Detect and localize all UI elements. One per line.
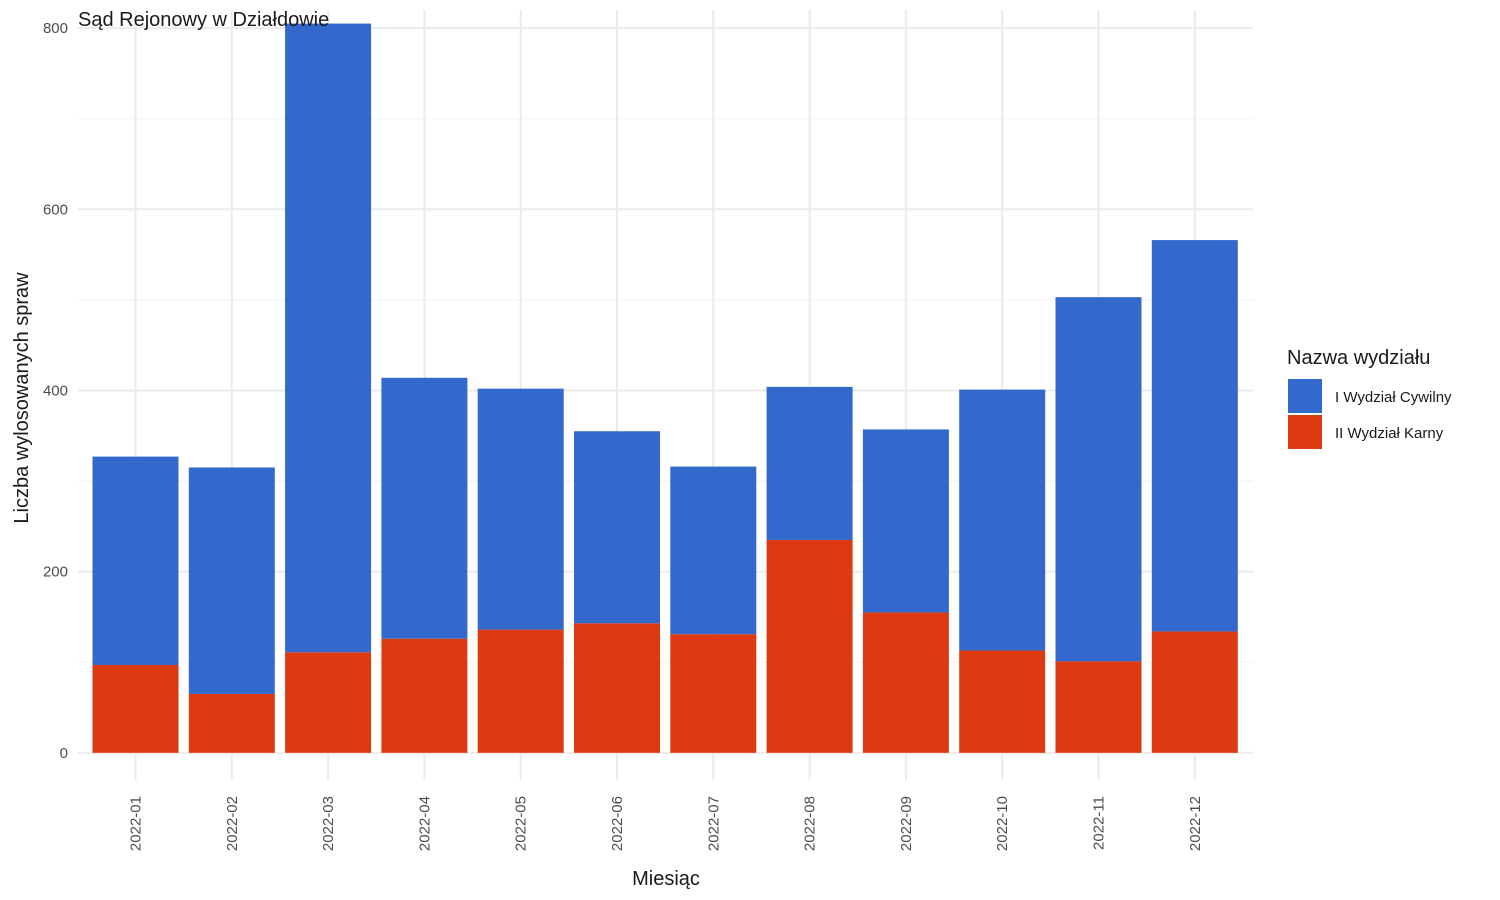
bar-2022-08-series-0 bbox=[766, 539, 853, 753]
bar-2022-10-series-1 bbox=[959, 389, 1046, 651]
bar-2022-04-series-1 bbox=[381, 377, 468, 639]
bars bbox=[92, 23, 1238, 753]
bar-2022-11-series-0 bbox=[1055, 661, 1142, 753]
bar-2022-11-series-1 bbox=[1055, 297, 1142, 662]
legend-swatch bbox=[1288, 415, 1322, 449]
bar-2022-05-series-0 bbox=[477, 629, 564, 753]
y-tick-label: 600 bbox=[43, 201, 68, 218]
bar-2022-07-series-0 bbox=[670, 634, 757, 753]
bar-2022-12-series-0 bbox=[1151, 631, 1238, 753]
x-tick-label: 2022-08 bbox=[802, 796, 819, 851]
bar-2022-02-series-1 bbox=[188, 467, 275, 694]
legend-label: II Wydział Karny bbox=[1335, 425, 1444, 442]
bar-2022-09-series-1 bbox=[862, 429, 949, 613]
bar-2022-03-series-1 bbox=[285, 23, 372, 653]
y-axis-title: Liczba wylosowanych spraw bbox=[11, 272, 33, 524]
bar-2022-01-series-1 bbox=[92, 456, 179, 665]
legend: Nazwa wydziału I Wydział Cywilny II Wydzi… bbox=[1287, 347, 1452, 449]
bar-2022-12-series-1 bbox=[1151, 240, 1238, 632]
x-axis: 2022-01 2022-02 2022-03 2022-04 2022-05 2022-… bbox=[128, 796, 1204, 851]
y-tick-label: 200 bbox=[43, 564, 68, 581]
y-tick-label: 800 bbox=[43, 20, 68, 37]
bar-2022-02-series-0 bbox=[188, 693, 275, 753]
bar-2022-04-series-0 bbox=[381, 638, 468, 753]
legend-label: I Wydział Cywilny bbox=[1335, 389, 1452, 406]
x-tick-label: 2022-07 bbox=[705, 796, 722, 851]
x-axis-title: Miesiąc bbox=[632, 868, 700, 890]
x-tick-label: 2022-09 bbox=[898, 796, 915, 851]
x-tick-label: 2022-04 bbox=[416, 796, 433, 851]
bar-2022-09-series-0 bbox=[862, 612, 949, 753]
bar-2022-05-series-1 bbox=[477, 388, 564, 630]
bar-2022-07-series-1 bbox=[670, 466, 757, 635]
x-tick-label: 2022-06 bbox=[609, 796, 626, 851]
y-tick-label: 400 bbox=[43, 382, 68, 399]
x-tick-label: 2022-10 bbox=[994, 796, 1011, 851]
bar-2022-01-series-0 bbox=[92, 664, 179, 753]
y-axis: 0 200 400 600 800 bbox=[43, 20, 68, 762]
x-tick-label: 2022-11 bbox=[1091, 796, 1108, 850]
y-tick-label: 0 bbox=[60, 745, 68, 762]
x-tick-label: 2022-12 bbox=[1187, 796, 1204, 851]
bar-2022-08-series-1 bbox=[766, 386, 853, 540]
x-tick-label: 2022-01 bbox=[128, 796, 145, 851]
bar-2022-06-series-1 bbox=[574, 431, 660, 624]
bar-2022-10-series-0 bbox=[959, 650, 1046, 753]
x-tick-label: 2022-02 bbox=[224, 796, 241, 851]
x-tick-label: 2022-03 bbox=[320, 796, 337, 851]
bar-2022-03-series-0 bbox=[285, 652, 372, 753]
bar-2022-06-series-0 bbox=[574, 623, 660, 753]
legend-title: Nazwa wydziału bbox=[1287, 347, 1430, 369]
chart-title: Sąd Rejonowy w Działdowie bbox=[78, 9, 329, 31]
legend-swatch bbox=[1288, 379, 1322, 413]
x-tick-label: 2022-05 bbox=[513, 796, 530, 851]
